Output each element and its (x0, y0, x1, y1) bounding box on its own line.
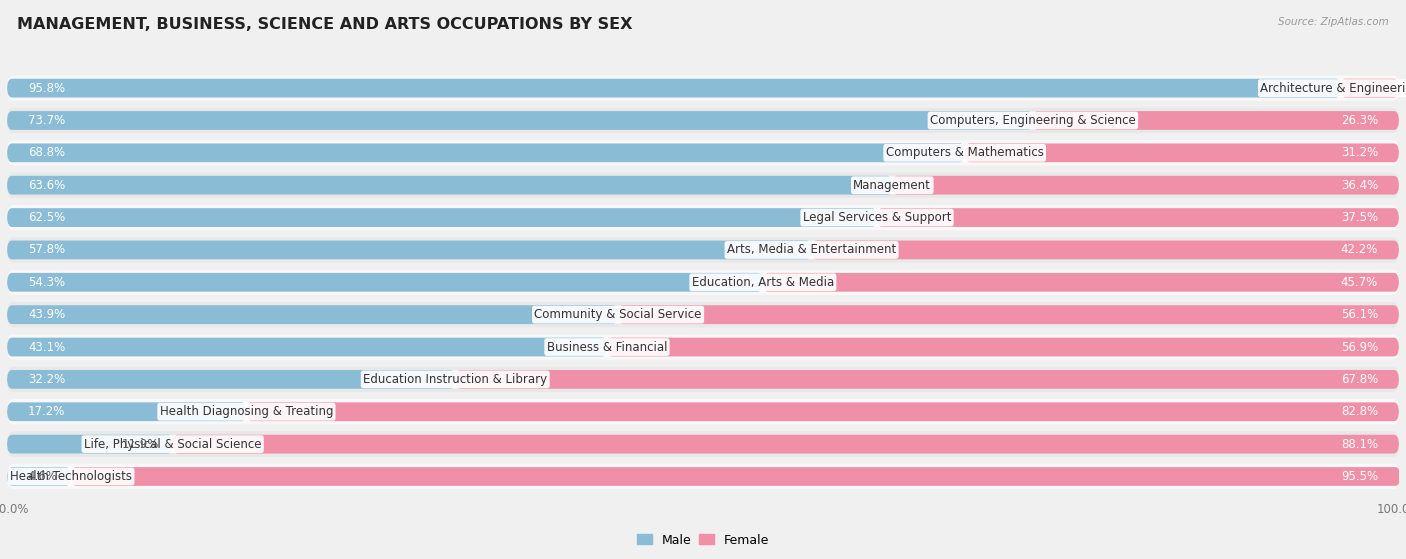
FancyBboxPatch shape (7, 334, 1399, 359)
Text: 43.1%: 43.1% (28, 340, 65, 353)
FancyBboxPatch shape (877, 208, 1399, 227)
Text: 26.3%: 26.3% (1341, 114, 1378, 127)
FancyBboxPatch shape (893, 176, 1399, 195)
FancyBboxPatch shape (607, 338, 1399, 357)
Text: 95.8%: 95.8% (28, 82, 65, 94)
FancyBboxPatch shape (763, 273, 1399, 292)
Text: 62.5%: 62.5% (28, 211, 65, 224)
FancyBboxPatch shape (7, 140, 1399, 165)
Text: 11.9%: 11.9% (121, 438, 159, 451)
Text: Arts, Media & Entertainment: Arts, Media & Entertainment (727, 243, 896, 257)
Text: Architecture & Engineering: Architecture & Engineering (1260, 82, 1406, 94)
Text: 57.8%: 57.8% (28, 243, 65, 257)
FancyBboxPatch shape (619, 305, 1399, 324)
FancyBboxPatch shape (7, 79, 1340, 97)
Text: Computers & Mathematics: Computers & Mathematics (886, 146, 1043, 159)
Text: 63.6%: 63.6% (28, 179, 65, 192)
FancyBboxPatch shape (7, 367, 1399, 392)
FancyBboxPatch shape (7, 238, 1399, 263)
FancyBboxPatch shape (7, 302, 1399, 327)
Text: Education, Arts & Media: Education, Arts & Media (692, 276, 834, 289)
Text: Legal Services & Support: Legal Services & Support (803, 211, 952, 224)
FancyBboxPatch shape (7, 108, 1399, 133)
FancyBboxPatch shape (246, 402, 1399, 421)
FancyBboxPatch shape (7, 370, 456, 389)
Text: Health Technologists: Health Technologists (10, 470, 132, 483)
FancyBboxPatch shape (456, 370, 1399, 389)
Text: 82.8%: 82.8% (1341, 405, 1378, 418)
Text: 31.2%: 31.2% (1341, 146, 1378, 159)
Text: 56.9%: 56.9% (1341, 340, 1378, 353)
FancyBboxPatch shape (7, 432, 1399, 457)
FancyBboxPatch shape (7, 111, 1033, 130)
FancyBboxPatch shape (7, 269, 1399, 295)
Text: 32.2%: 32.2% (28, 373, 65, 386)
FancyBboxPatch shape (7, 464, 1399, 489)
Text: 37.5%: 37.5% (1341, 211, 1378, 224)
Text: 36.4%: 36.4% (1341, 179, 1378, 192)
FancyBboxPatch shape (7, 467, 72, 486)
FancyBboxPatch shape (7, 338, 607, 357)
FancyBboxPatch shape (7, 402, 246, 421)
Text: 95.5%: 95.5% (1341, 470, 1378, 483)
FancyBboxPatch shape (1340, 79, 1399, 97)
Text: Source: ZipAtlas.com: Source: ZipAtlas.com (1278, 17, 1389, 27)
Text: Computers, Engineering & Science: Computers, Engineering & Science (929, 114, 1136, 127)
FancyBboxPatch shape (7, 305, 619, 324)
Text: 88.1%: 88.1% (1341, 438, 1378, 451)
Text: 43.9%: 43.9% (28, 308, 65, 321)
FancyBboxPatch shape (7, 173, 1399, 198)
FancyBboxPatch shape (1033, 111, 1399, 130)
FancyBboxPatch shape (7, 208, 877, 227)
Text: Education Instruction & Library: Education Instruction & Library (363, 373, 547, 386)
Text: 42.2%: 42.2% (1341, 243, 1378, 257)
FancyBboxPatch shape (7, 205, 1399, 230)
Text: 73.7%: 73.7% (28, 114, 65, 127)
FancyBboxPatch shape (7, 399, 1399, 424)
FancyBboxPatch shape (7, 144, 965, 162)
Text: 45.7%: 45.7% (1341, 276, 1378, 289)
Text: Management: Management (853, 179, 931, 192)
FancyBboxPatch shape (72, 467, 1400, 486)
Text: 17.2%: 17.2% (28, 405, 65, 418)
Text: Community & Social Service: Community & Social Service (534, 308, 702, 321)
FancyBboxPatch shape (7, 75, 1399, 101)
Text: Health Diagnosing & Treating: Health Diagnosing & Treating (160, 405, 333, 418)
FancyBboxPatch shape (7, 240, 811, 259)
FancyBboxPatch shape (811, 240, 1399, 259)
FancyBboxPatch shape (7, 435, 173, 453)
Text: Life, Physical & Social Science: Life, Physical & Social Science (84, 438, 262, 451)
FancyBboxPatch shape (7, 273, 763, 292)
Text: 4.6%: 4.6% (27, 470, 58, 483)
Legend: Male, Female: Male, Female (631, 528, 775, 552)
FancyBboxPatch shape (7, 176, 893, 195)
FancyBboxPatch shape (965, 144, 1399, 162)
Text: Business & Financial: Business & Financial (547, 340, 668, 353)
Text: 67.8%: 67.8% (1341, 373, 1378, 386)
Text: 68.8%: 68.8% (28, 146, 65, 159)
Text: MANAGEMENT, BUSINESS, SCIENCE AND ARTS OCCUPATIONS BY SEX: MANAGEMENT, BUSINESS, SCIENCE AND ARTS O… (17, 17, 633, 32)
FancyBboxPatch shape (173, 435, 1399, 453)
Text: 56.1%: 56.1% (1341, 308, 1378, 321)
Text: 54.3%: 54.3% (28, 276, 65, 289)
